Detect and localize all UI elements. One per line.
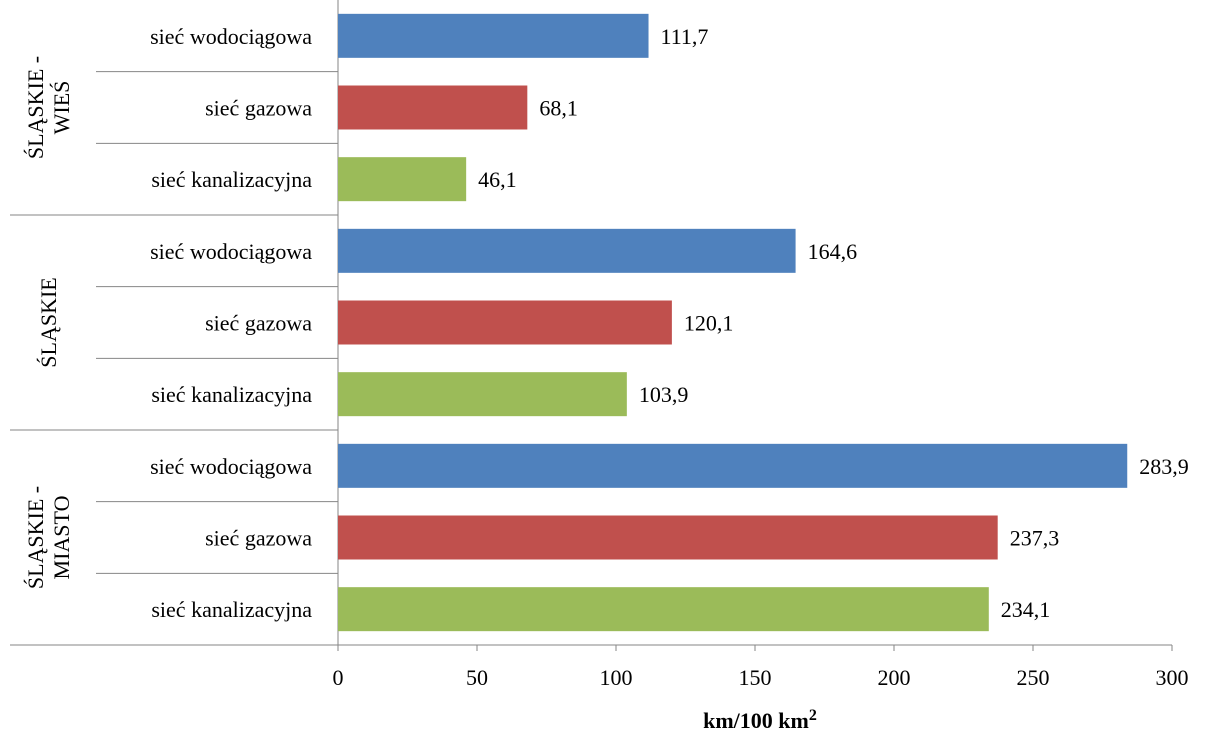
category-label: sieć wodociągowa [150,454,312,479]
group-label: ŚLĄSKIE [36,277,61,367]
x-tick-label: 300 [1156,665,1189,690]
bar [338,14,649,58]
bar-value-label: 120,1 [684,311,734,336]
x-tick-label: 200 [878,665,911,690]
category-label: sieć kanalizacyjna [151,167,312,192]
bar-value-label: 103,9 [639,382,689,407]
bar [338,301,672,345]
bar [338,86,527,130]
group-label: ŚLĄSKIE - [23,56,48,159]
group-label: ŚLĄSKIE - [23,486,48,589]
x-tick-label: 0 [333,665,344,690]
category-label: sieć kanalizacyjna [151,382,312,407]
x-axis-label-superscript: 2 [809,707,817,724]
category-label: sieć gazowa [205,311,312,336]
bar [338,444,1127,488]
category-label: sieć wodociągowa [150,239,312,264]
bar [338,587,989,631]
x-tick-label: 50 [466,665,488,690]
bar-value-label: 237,3 [1010,526,1060,551]
x-tick-label: 100 [600,665,633,690]
bar [338,157,466,201]
category-label: sieć gazowa [205,96,312,121]
x-axis-label: km/100 km2 [703,707,817,733]
category-label: sieć wodociągowa [150,24,312,49]
category-label: sieć kanalizacyjna [151,597,312,622]
bar-value-label: 234,1 [1001,597,1051,622]
chart-axes: 0 50 100 150 200 250 300 [10,0,1189,690]
category-label: sieć gazowa [205,526,312,551]
bar-value-label: 68,1 [539,96,578,121]
group-label: MIASTO [49,496,74,580]
bar-value-label: 46,1 [478,167,516,192]
x-tick-label: 250 [1017,665,1050,690]
bar [338,229,796,273]
bar [338,516,998,560]
x-tick-label: 150 [739,665,772,690]
group-label: WIEŚ [49,81,74,135]
bar-value-label: 283,9 [1139,454,1189,479]
bar-value-label: 111,7 [661,24,709,49]
x-axis-label-base: km/100 km [703,708,809,733]
bar-value-label: 164,6 [808,239,858,264]
bar [338,372,627,416]
